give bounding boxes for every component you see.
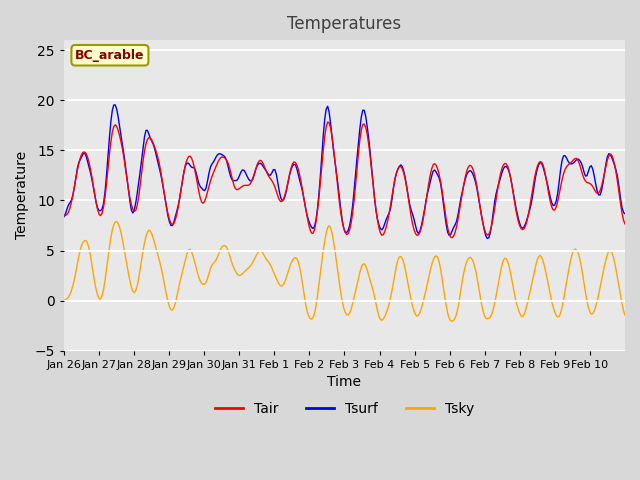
Text: BC_arable: BC_arable [75,49,145,62]
Legend: Tair, Tsurf, Tsky: Tair, Tsurf, Tsky [209,396,479,421]
X-axis label: Time: Time [328,375,362,389]
Y-axis label: Temperature: Temperature [15,151,29,240]
Title: Temperatures: Temperatures [287,15,401,33]
